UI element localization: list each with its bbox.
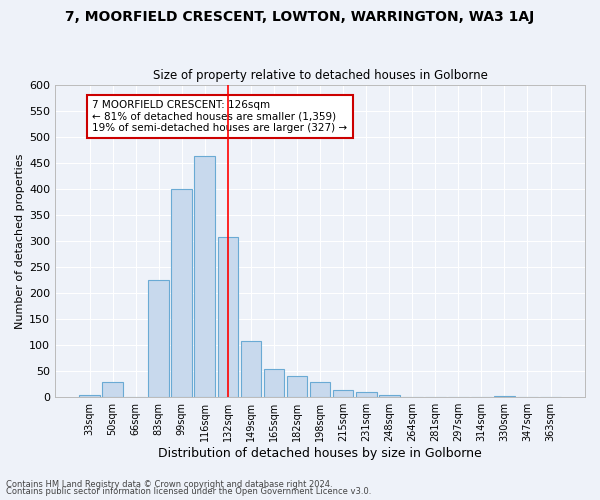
- Title: Size of property relative to detached houses in Golborne: Size of property relative to detached ho…: [152, 69, 488, 82]
- Text: Contains public sector information licensed under the Open Government Licence v3: Contains public sector information licen…: [6, 488, 371, 496]
- Bar: [218, 236, 238, 397]
- Bar: [79, 394, 100, 397]
- Bar: [333, 390, 353, 397]
- Bar: [494, 396, 515, 397]
- Y-axis label: Number of detached properties: Number of detached properties: [15, 153, 25, 328]
- Bar: [194, 156, 215, 397]
- Bar: [356, 392, 377, 397]
- Bar: [172, 189, 192, 397]
- Bar: [241, 341, 262, 397]
- Bar: [287, 376, 307, 397]
- Bar: [379, 394, 400, 397]
- X-axis label: Distribution of detached houses by size in Golborne: Distribution of detached houses by size …: [158, 447, 482, 460]
- Bar: [148, 280, 169, 397]
- Text: 7, MOORFIELD CRESCENT, LOWTON, WARRINGTON, WA3 1AJ: 7, MOORFIELD CRESCENT, LOWTON, WARRINGTO…: [65, 10, 535, 24]
- Bar: [263, 368, 284, 397]
- Text: 7 MOORFIELD CRESCENT: 126sqm
← 81% of detached houses are smaller (1,359)
19% of: 7 MOORFIELD CRESCENT: 126sqm ← 81% of de…: [92, 100, 347, 133]
- Bar: [310, 382, 331, 397]
- Text: Contains HM Land Registry data © Crown copyright and database right 2024.: Contains HM Land Registry data © Crown c…: [6, 480, 332, 489]
- Bar: [102, 382, 123, 397]
